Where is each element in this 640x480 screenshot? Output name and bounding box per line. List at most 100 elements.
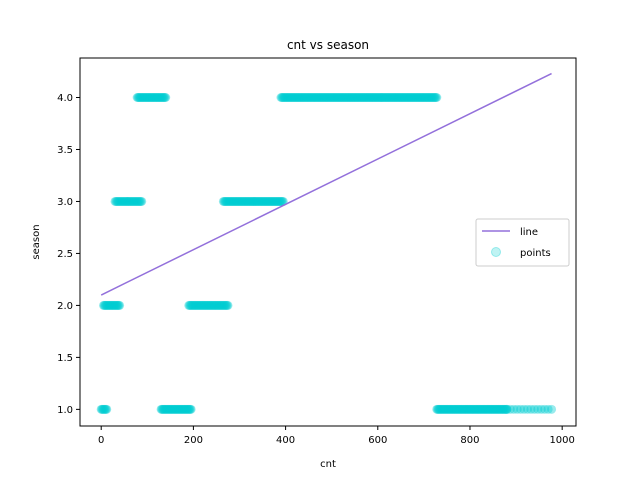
scatter-point [108, 300, 118, 310]
scatter-point [171, 404, 181, 414]
scatter-point [485, 404, 495, 414]
scatter-point [219, 300, 229, 310]
scatter-point [443, 404, 453, 414]
scatter-point [439, 404, 449, 414]
scatter-point [134, 93, 144, 103]
scatter-point [418, 93, 428, 103]
scatter-point [173, 404, 183, 414]
scatter-point [137, 93, 147, 103]
scatter-point [273, 196, 283, 206]
scatter-point [254, 196, 264, 206]
scatter-point [540, 404, 550, 414]
scatter-point [186, 300, 196, 310]
scatter-point [99, 300, 109, 310]
scatter-point [374, 93, 384, 103]
scatter-point [244, 196, 254, 206]
scatter-point [313, 93, 323, 103]
scatter-point [407, 93, 417, 103]
scatter-point [326, 93, 336, 103]
y-tick-label: 3.0 [57, 197, 73, 208]
scatter-point [153, 93, 163, 103]
scatter-point [402, 93, 412, 103]
scatter-point [459, 404, 469, 414]
scatter-point [299, 93, 309, 103]
scatter-point [158, 404, 168, 414]
scatter-point [256, 196, 266, 206]
scatter-point [211, 300, 221, 310]
scatter-point [280, 93, 290, 103]
scatter-point [431, 93, 441, 103]
scatter-point [110, 300, 120, 310]
scatter-point [116, 196, 126, 206]
scatter-point [398, 93, 408, 103]
scatter-point [317, 93, 327, 103]
scatter-point [240, 196, 250, 206]
scatter-point [468, 404, 478, 414]
x-axis: 0 200 400 600 800 1000 [98, 426, 575, 446]
scatter-point [387, 93, 397, 103]
scatter-point [181, 404, 191, 414]
scatter-point [350, 93, 360, 103]
scatter-point [124, 196, 134, 206]
scatter-point [231, 196, 241, 206]
scatter-point [492, 404, 502, 414]
scatter-point [199, 300, 209, 310]
scatter-point [226, 196, 236, 206]
scatter-point [101, 404, 111, 414]
scatter-point [309, 93, 319, 103]
scatter-point [246, 196, 256, 206]
scatter-point [333, 93, 343, 103]
scatter-point [264, 196, 274, 206]
scatter-point [188, 300, 198, 310]
legend-label-line: line [520, 227, 538, 238]
scatter-point [358, 93, 368, 103]
scatter-point [403, 93, 413, 103]
scatter-point [198, 300, 208, 310]
scatter-point [306, 93, 316, 103]
scatter-point [305, 93, 315, 103]
scatter-point [427, 93, 437, 103]
scatter-point [416, 93, 426, 103]
scatter-point [385, 93, 395, 103]
scatter-point [383, 93, 393, 103]
scatter-point [325, 93, 335, 103]
scatter-point [335, 93, 345, 103]
scatter-point [104, 300, 114, 310]
scatter-point [229, 196, 239, 206]
scatter-point [167, 404, 177, 414]
scatter-point [257, 196, 267, 206]
scatter-point [505, 404, 515, 414]
scatter-point [103, 300, 113, 310]
scatter-point [136, 93, 146, 103]
scatter-point [437, 404, 447, 414]
scatter-point [295, 93, 305, 103]
scatter-point [169, 404, 179, 414]
scatter-point [98, 404, 108, 414]
scatter-point [106, 300, 116, 310]
scatter-point [241, 196, 251, 206]
scatter-point [345, 93, 355, 103]
scatter-point [136, 93, 146, 103]
scatter-point [300, 93, 310, 103]
scatter-point [126, 196, 136, 206]
scatter-point [314, 93, 324, 103]
scatter-point [310, 93, 320, 103]
scatter-point [99, 300, 109, 310]
scatter-point [304, 93, 314, 103]
scatter-point [111, 300, 121, 310]
scatter-point [158, 93, 168, 103]
scatter-point [391, 93, 401, 103]
scatter-point [183, 404, 193, 414]
scatter-point [373, 93, 383, 103]
legend: line points [475, 218, 570, 267]
scatter-point [320, 93, 330, 103]
x-axis-label: cnt [320, 459, 336, 470]
scatter-point [456, 404, 466, 414]
scatter-point [447, 404, 457, 414]
scatter-point [192, 300, 202, 310]
scatter-point [255, 196, 265, 206]
scatter-point [382, 93, 392, 103]
scatter-point [337, 93, 347, 103]
scatter-point [405, 93, 415, 103]
scatter-point [235, 196, 245, 206]
